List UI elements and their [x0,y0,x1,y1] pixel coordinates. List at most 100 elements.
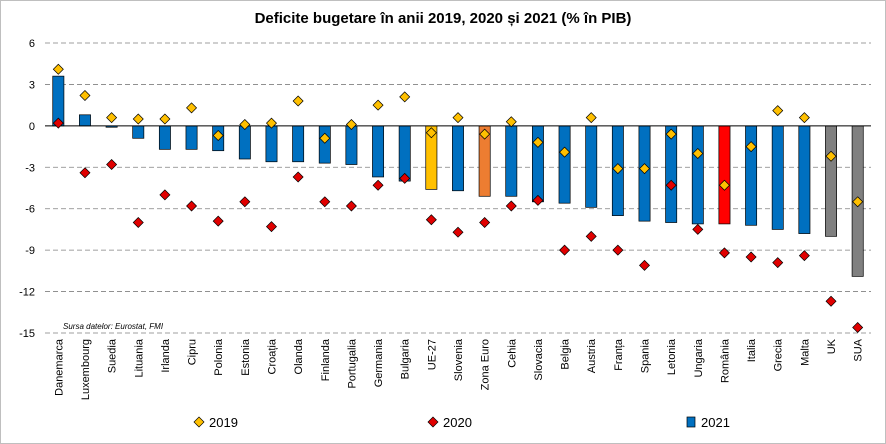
marker-2019 [319,132,331,144]
marker-2019 [585,112,597,124]
category-label: Ungaria [693,338,705,377]
legend-item-2019: 2019 [193,415,238,430]
marker-2020 [852,321,864,333]
bar-2021 [452,125,464,192]
y-tick-label: -12 [19,287,35,299]
bar-2021 [718,125,731,225]
marker-2020 [452,226,464,238]
legend-marker [427,416,439,428]
marker-2020 [212,215,224,227]
legend-marker [193,416,205,428]
category-label: Belgia [560,338,572,369]
bar-2021 [745,125,758,226]
marker-2020 [159,189,171,201]
marker-2020 [825,295,837,307]
category-label: Polonia [213,338,225,376]
legend-label: 2019 [209,415,238,430]
bar-2021 [505,125,518,197]
category-label: Italia [746,338,758,362]
category-label: Slovacia [533,338,545,380]
marker-2019 [425,127,437,139]
category-label: UE-27 [426,339,438,370]
bar-2021 [79,114,91,127]
marker-2019 [399,91,411,103]
marker-2019 [745,141,757,153]
category-label: Cipru [187,339,199,365]
y-tick-label: 6 [29,38,35,50]
bar-2021 [771,125,784,230]
category-label: Croația [266,338,278,374]
category-label: Letonia [666,338,678,375]
bar-2021 [185,125,198,150]
bar-2021 [558,125,571,204]
marker-2020 [692,223,704,235]
marker-2020 [345,200,357,212]
marker-2019 [532,136,544,148]
bar-2021 [132,125,145,139]
bar-2021 [318,125,331,164]
category-label: România [719,338,731,383]
category-label: Zona Euro [480,339,492,390]
bar-2021 [691,125,704,225]
bar-2021 [825,125,837,237]
marker-2019 [372,99,384,111]
category-label: Austria [586,338,598,373]
category-label: Finlanda [320,338,332,381]
marker-2020 [505,200,517,212]
marker-2020 [639,259,651,271]
bars-2021 [52,75,864,277]
marker-2020 [79,167,91,179]
marker-2020 [239,196,251,208]
category-label: Spania [640,338,652,373]
bar-2021 [372,125,385,178]
marker-2020 [265,221,277,233]
marker-2020 [532,194,544,206]
marker-2019 [52,63,64,75]
marker-2019 [639,163,651,175]
category-label: Germania [373,338,385,387]
x-axis-labels: Danemarca Luxembourg Suedia Lituania Irlanda… [53,338,864,400]
marker-2020 [106,159,118,171]
category-label: Lituania [133,338,145,377]
bar-2021 [345,125,358,165]
category-label: Suedia [107,338,119,373]
category-label: Luxembourg [80,339,92,400]
marker-2020 [772,257,784,269]
marker-2019 [798,112,810,124]
marker-2019 [852,196,864,208]
marker-2019 [665,128,677,140]
marker-2019 [772,105,784,117]
marker-2019 [479,128,491,140]
bar-2021 [158,125,171,150]
source-note: Sursa datelor: Eurostat, FMI [63,322,164,331]
marker-2020 [52,117,64,129]
marker-2020 [665,179,677,191]
category-label: Grecia [773,338,785,371]
legend: 2019 2020 2021 [193,415,730,430]
category-label: Slovenia [453,338,465,381]
marker-2019 [159,113,171,125]
marker-2019 [612,163,624,175]
marker-2019 [825,150,837,162]
marker-2020 [612,244,624,256]
marker-2019 [106,112,118,124]
category-label: Danemarca [53,338,65,396]
marker-2020 [372,179,384,191]
marker-2019 [239,118,251,130]
y-tick-label: -9 [25,245,35,257]
marker-2020 [292,171,304,183]
marker-2020 [425,214,437,226]
category-label: Cehia [506,338,518,368]
y-tick-label: -3 [25,162,35,174]
y-tick-label: 3 [29,79,35,91]
marker-2020 [585,230,597,242]
marker-2019 [559,146,571,158]
category-label: SUA [853,338,865,361]
marker-2020 [718,247,730,259]
marker-2019 [292,95,304,107]
marker-2019 [212,130,224,142]
marker-2019 [79,89,91,101]
legend-swatch [686,416,696,428]
category-label: Irlanda [160,338,172,373]
